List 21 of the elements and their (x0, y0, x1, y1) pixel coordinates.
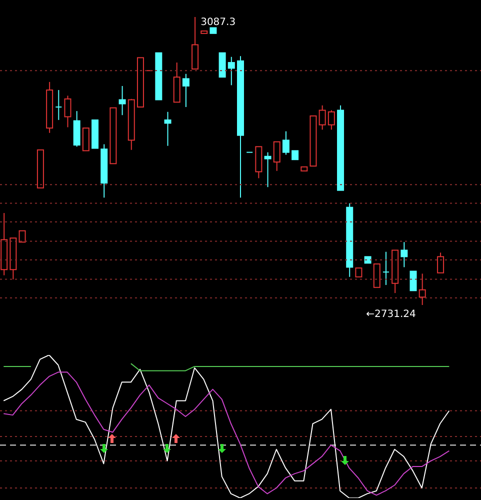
candlestick (373, 263, 380, 288)
candlestick (328, 110, 335, 130)
text: ←2731.24 (366, 309, 416, 320)
candlestick (437, 252, 444, 274)
candlestick (55, 90, 62, 120)
candlestick (82, 128, 90, 152)
candlestick (418, 273, 426, 305)
candlestick (400, 242, 408, 268)
candlestick (282, 130, 290, 156)
candlestick (264, 152, 272, 188)
candlestick (318, 104, 326, 130)
candlestick (273, 141, 280, 172)
candlestick (228, 56, 235, 86)
candlestick (118, 85, 126, 116)
candlestick (64, 95, 72, 128)
candlestick (410, 270, 417, 292)
candlestick (164, 111, 172, 146)
candlestick (18, 230, 26, 243)
annotation: 3087.3 (200, 17, 236, 28)
candlestick (182, 73, 190, 108)
candlestick (382, 251, 390, 286)
